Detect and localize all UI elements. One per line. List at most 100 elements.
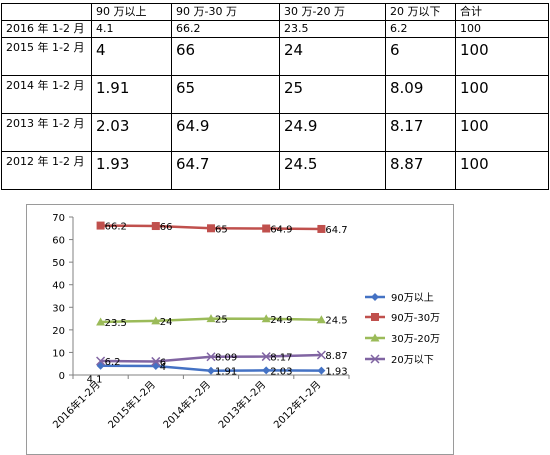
data-point xyxy=(96,317,106,326)
table-cell: 100 xyxy=(455,151,549,190)
data-label: 64.7 xyxy=(325,225,347,236)
table-cell: 64.7 xyxy=(171,151,280,190)
table-cell: 6.2 xyxy=(385,20,456,38)
data-point xyxy=(206,352,216,362)
table-cell: 30 万-20 万 xyxy=(279,3,386,21)
row-label-cell: 2012 年 1-2 月 xyxy=(1,151,92,190)
y-tick-label: 50 xyxy=(52,258,65,269)
data-label: 24 xyxy=(160,317,173,328)
data-label: 6.2 xyxy=(105,357,121,368)
data-point xyxy=(207,366,215,375)
data-label: 64.9 xyxy=(270,225,292,236)
y-tick-label: 60 xyxy=(52,236,65,247)
data-label: 2.03 xyxy=(270,366,292,377)
row-label-cell: 2014 年 1-2 月 xyxy=(1,75,92,114)
data-point xyxy=(371,313,379,321)
table-cell: 66 xyxy=(171,37,280,76)
data-label: 8.87 xyxy=(325,351,347,362)
table-cell: 8.17 xyxy=(385,113,456,152)
data-point xyxy=(261,314,271,323)
x-tick-label: 2014年1-2月 xyxy=(160,378,213,431)
data-point xyxy=(151,361,160,370)
y-tick-label: 0 xyxy=(59,371,65,382)
table-cell: 25 xyxy=(279,75,386,114)
data-label: 4 xyxy=(160,362,166,373)
table-cell: 合计 xyxy=(455,3,549,21)
data-point xyxy=(370,333,380,342)
table-cell: 100 xyxy=(455,37,549,76)
data-point xyxy=(316,315,326,324)
legend-label: 90万以上 xyxy=(391,292,434,304)
data-label: 1.91 xyxy=(215,367,237,378)
row-label-cell: 2016 年 1-2 月 xyxy=(1,20,92,38)
x-tick-label: 2013年1-2月 xyxy=(215,378,268,431)
table-cell: 24.5 xyxy=(279,151,386,190)
data-label: 6 xyxy=(160,357,166,368)
data-point xyxy=(262,224,271,233)
data-label: 24.5 xyxy=(325,316,347,327)
x-tick-label: 2015年1-2月 xyxy=(105,378,158,431)
legend-label: 20万以下 xyxy=(391,355,434,366)
data-point xyxy=(261,352,271,362)
table-cell: 2.03 xyxy=(91,113,172,152)
table-cell: 1.93 xyxy=(91,151,172,190)
table-header-row: 90 万以上 90 万-30 万 30 万-20 万 20 万以下 合计 xyxy=(1,3,549,21)
y-tick-label: 10 xyxy=(52,348,65,359)
table-row: 2015 年 1-2 月 4 66 24 6 100 xyxy=(1,37,549,76)
data-point xyxy=(371,293,379,301)
table-cell: 20 万以下 xyxy=(385,3,456,21)
row-label-cell: 2013 年 1-2 月 xyxy=(1,113,92,152)
data-point xyxy=(96,356,106,366)
y-tick-label: 20 xyxy=(52,326,65,337)
y-tick-label: 40 xyxy=(52,281,65,292)
data-table: 90 万以上 90 万-30 万 30 万-20 万 20 万以下 合计 2016 年 1… xyxy=(1,3,549,190)
x-tick-label: 2016年1-2月 xyxy=(50,378,103,431)
table-cell: 23.5 xyxy=(279,20,386,38)
data-point xyxy=(151,222,160,231)
table-cell: 100 xyxy=(455,113,549,152)
data-point xyxy=(262,366,271,375)
data-point xyxy=(207,224,215,233)
chart-svg: 0 10 20 30 40 50 60 70 2016年1-2月 2015年1-2月 2014年1-… xyxy=(50,213,440,431)
data-label: 25 xyxy=(215,315,228,326)
legend-label: 90万-30万 xyxy=(391,313,440,324)
data-point xyxy=(151,316,161,325)
data-label: 65 xyxy=(215,224,228,235)
row-label-cell: 2015 年 1-2 月 xyxy=(1,37,92,76)
table-cell: 90 万-30 万 xyxy=(171,3,280,21)
data-label: 66.2 xyxy=(105,222,127,233)
data-point xyxy=(96,221,105,230)
table-cell: 4.1 xyxy=(91,20,172,38)
data-point xyxy=(151,356,161,366)
table-cell: 66.2 xyxy=(171,20,280,38)
table-cell: 6 xyxy=(385,37,456,76)
data-point xyxy=(316,350,326,360)
table-cell: 100 xyxy=(455,75,549,114)
y-tick-label: 70 xyxy=(52,213,65,224)
table-cell: 90 万以上 xyxy=(91,3,172,21)
table-cell: 24.9 xyxy=(279,113,386,152)
table-cell: 100 xyxy=(455,20,549,38)
table-cell: 24 xyxy=(279,37,386,76)
legend-label: 30万-20万 xyxy=(391,334,440,345)
table-row: 2013 年 1-2 月 2.03 64.9 24.9 8.17 100 xyxy=(1,113,549,152)
data-label: 1.93 xyxy=(325,367,347,378)
data-point xyxy=(317,224,326,233)
data-label: 23.5 xyxy=(105,318,127,329)
line-chart: 0 10 20 30 40 50 60 70 2016年1-2月 2015年1-2月 2014年1-… xyxy=(26,204,454,455)
x-tick-label: 2012年1-2月 xyxy=(271,378,324,431)
table-row: 2014 年 1-2 月 1.91 65 25 8.09 100 xyxy=(1,75,549,114)
row-label-cell xyxy=(1,3,92,21)
table-cell: 64.9 xyxy=(171,113,280,152)
data-label: 66 xyxy=(160,222,173,233)
data-label: 4.1 xyxy=(87,375,103,386)
table-row: 2012 年 1-2 月 1.93 64.7 24.5 8.87 100 xyxy=(1,151,549,190)
table-cell: 4 xyxy=(91,37,172,76)
data-label: 24.9 xyxy=(270,315,292,326)
table-cell: 65 xyxy=(171,75,280,114)
table-cell: 8.87 xyxy=(385,151,456,190)
data-point xyxy=(317,366,326,375)
data-point xyxy=(370,354,380,364)
data-label: 8.17 xyxy=(270,353,292,364)
data-label: 8.09 xyxy=(215,353,237,364)
